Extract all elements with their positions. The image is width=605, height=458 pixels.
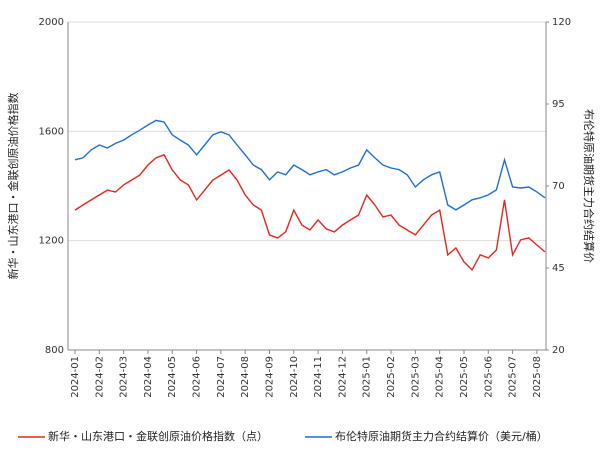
x-tick-label: 2025-04	[435, 356, 446, 398]
y-tick-label: 1600	[39, 126, 64, 137]
x-tick-label: 2024-03	[119, 356, 130, 398]
y2-axis-label: 布伦特原油期货主力合约结算价	[582, 109, 596, 263]
y2-tick-label: 45	[552, 263, 565, 274]
x-tick-label: 2025-01	[362, 356, 373, 398]
x-tick-label: 2025-05	[459, 356, 470, 398]
x-tick-label: 2024-11	[313, 356, 324, 398]
x-tick-label: 2024-04	[143, 356, 154, 398]
y-axis-label: 新华・山东港口・金联创原油价格指数	[6, 93, 20, 280]
x-tick-label: 2024-07	[216, 356, 227, 398]
x-tick-label: 2025-02	[386, 356, 397, 398]
y-tick-label: 1200	[39, 236, 64, 247]
x-tick-label: 2024-08	[240, 356, 251, 398]
x-tick-label: 2025-03	[410, 356, 421, 398]
y2-tick-label: 20	[552, 345, 565, 356]
x-tick-label: 2024-05	[167, 356, 178, 398]
x-tick-label: 2024-02	[94, 356, 105, 398]
x-tick-label: 2024-09	[264, 356, 275, 398]
series-line	[74, 119, 546, 211]
x-tick-label: 2024-12	[337, 356, 348, 398]
legend-label: 新华・山东港口・金联创原油价格指数（点）	[48, 429, 268, 443]
legend-label: 布伦特原油期货主力合约结算价（美元/桶）	[335, 429, 548, 443]
series-line	[74, 153, 546, 272]
x-tick-label: 2025-06	[483, 356, 494, 398]
y-tick-label: 2000	[39, 17, 64, 28]
y2-tick-label: 95	[552, 99, 565, 110]
x-tick-label: 2025-08	[532, 356, 543, 398]
x-tick-label: 2024-10	[289, 356, 300, 398]
y-tick-label: 800	[45, 345, 64, 356]
y2-tick-label: 70	[552, 181, 565, 192]
y2-tick-label: 120	[552, 17, 571, 28]
x-tick-label: 2025-07	[508, 356, 519, 398]
x-tick-label: 2024-01	[70, 356, 81, 398]
x-tick-label: 2024-06	[192, 356, 203, 398]
